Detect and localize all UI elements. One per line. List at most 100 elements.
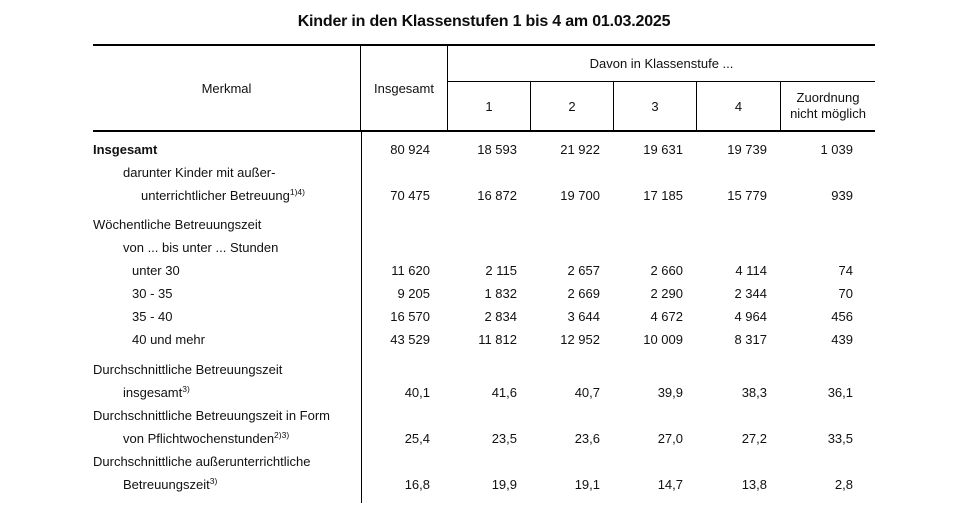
table-row-durchschnitt-pflichtwochenstunden: Durchschnittliche Betreuungszeit in Form… [93, 404, 875, 450]
cell-value: 16 570 [390, 309, 430, 324]
row-label: Wöchentliche Betreuungszeit von ... bis … [93, 213, 361, 259]
cell-value: 2 660 [650, 263, 683, 278]
table-row-unter-30: unter 30 11 620 2 115 2 657 2 660 4 114 … [93, 259, 875, 282]
cell-value: 16 872 [477, 188, 517, 203]
row-label-line: darunter Kinder mit außer- [123, 165, 276, 180]
row-label-line: Insgesamt [93, 142, 158, 157]
row-label: Insgesamt [93, 138, 361, 161]
column-header-class-2: 2 [530, 82, 613, 130]
table-body: Insgesamt 80 924 18 593 21 922 19 631 19… [93, 132, 875, 503]
cell-value: 19 700 [560, 188, 600, 203]
cell-value: 2,8 [834, 477, 853, 492]
cell-value: 456 [831, 309, 853, 324]
row-label-line: Betreuungszeit3) [123, 476, 218, 492]
row-label-line: 40 und mehr [132, 332, 205, 347]
row-label: Durchschnittliche Betreuungszeit in Form… [93, 404, 361, 450]
table-header: Merkmal Insgesamt Davon in Klassenstufe … [93, 44, 875, 132]
cell-value: 2 669 [567, 286, 600, 301]
cell-value: 8 317 [734, 332, 767, 347]
footnote-marker: 3) [182, 384, 190, 394]
cell-value: 80 924 [390, 142, 430, 157]
table-row-40-und-mehr: 40 und mehr 43 529 11 812 12 952 10 009 … [93, 328, 875, 351]
row-label: Durchschnittliche Betreuungszeit insgesa… [93, 358, 361, 404]
table-row-insgesamt: Insgesamt 80 924 18 593 21 922 19 631 19… [93, 138, 875, 161]
cell-value: 939 [831, 188, 853, 203]
cell-value: 70 475 [390, 188, 430, 203]
cell-value: 12 952 [560, 332, 600, 347]
row-label-line: 35 - 40 [132, 309, 173, 324]
footnote-marker: 1)4) [289, 187, 305, 197]
row-label-line: von ... bis unter ... Stunden [123, 240, 279, 255]
row-label-line: von Pflichtwochenstunden2)3) [123, 430, 290, 446]
cell-value: 13,8 [741, 477, 767, 492]
cell-value: 16,8 [404, 477, 430, 492]
cell-value: 41,6 [491, 385, 517, 400]
cell-value: 17 185 [643, 188, 683, 203]
row-label: darunter Kinder mit außer- unterrichtlic… [93, 161, 361, 207]
cell-value: 2 344 [734, 286, 767, 301]
cell-value: 4 114 [735, 263, 767, 278]
cell-value: 36,1 [827, 385, 853, 400]
cell-value: 40,1 [404, 385, 430, 400]
cell-value: 11 620 [391, 263, 430, 278]
cell-value: 19 739 [727, 142, 767, 157]
row-label-line: Durchschnittliche außerunterrichtliche [93, 454, 311, 469]
page-title: Kinder in den Klassenstufen 1 bis 4 am 0… [297, 13, 671, 30]
table-row-35-40: 35 - 40 16 570 2 834 3 644 4 672 4 964 4… [93, 305, 875, 328]
cell-value: 27,2 [741, 431, 767, 446]
table-row-30-35: 30 - 35 9 205 1 832 2 669 2 290 2 344 70 [93, 282, 875, 305]
row-label-line: insgesamt3) [123, 384, 190, 400]
cell-value: 25,4 [404, 431, 430, 446]
table-row-durchschnitt-insgesamt: Durchschnittliche Betreuungszeit insgesa… [93, 358, 875, 404]
cell-value: 2 115 [485, 263, 517, 278]
table-row-durchschnitt-ausserunterrichtlich: Durchschnittliche außerunterrichtliche B… [93, 450, 875, 496]
column-header-zuordnung: Zuordnung nicht möglich [780, 82, 875, 130]
statistics-table-page: Kinder in den Klassenstufen 1 bis 4 am 0… [93, 0, 875, 503]
cell-value: 19 631 [643, 142, 683, 157]
cell-value: 70 [838, 286, 853, 301]
row-label: 40 und mehr [93, 328, 361, 351]
cell-value: 4 672 [650, 309, 683, 324]
statistics-table: Merkmal Insgesamt Davon in Klassenstufe … [93, 44, 875, 503]
table-row-woechentliche-betreuungszeit-header: Wöchentliche Betreuungszeit von ... bis … [93, 213, 875, 259]
column-header-insgesamt: Insgesamt [361, 46, 448, 130]
table-row-darunter-betreuung: darunter Kinder mit außer- unterrichtlic… [93, 161, 875, 207]
cell-value: 38,3 [741, 385, 767, 400]
cell-value: 74 [838, 263, 853, 278]
cell-value: 15 779 [727, 188, 767, 203]
cell-value: 1 039 [820, 142, 853, 157]
row-label-line: Durchschnittliche Betreuungszeit in Form [93, 408, 330, 423]
cell-value: 19,9 [491, 477, 517, 492]
cell-value: 43 529 [390, 332, 430, 347]
cell-value: 10 009 [643, 332, 683, 347]
cell-value: 3 644 [567, 309, 600, 324]
row-label-line: 30 - 35 [132, 286, 173, 301]
cell-value: 1 832 [484, 286, 517, 301]
cell-value: 4 964 [734, 309, 767, 324]
row-label-line: unterrichtlicher Betreuung1)4) [141, 187, 305, 203]
column-header-class-1: 1 [485, 98, 493, 114]
cell-value: 27,0 [657, 431, 683, 446]
cell-value: 19,1 [574, 477, 600, 492]
cell-value: 39,9 [657, 385, 683, 400]
row-label-line: Durchschnittliche Betreuungszeit [93, 362, 283, 377]
column-header-class-3: 3 [613, 82, 696, 130]
column-group-header-davon: Davon in Klassenstufe ... [448, 46, 875, 82]
cell-value: 2 290 [650, 286, 683, 301]
footnote-marker: 3) [209, 476, 218, 486]
row-label: Durchschnittliche außerunterrichtliche B… [93, 450, 361, 496]
column-header-class-4: 4 [696, 82, 780, 130]
row-label-line: unter 30 [132, 263, 180, 278]
cell-value: 40,7 [574, 385, 600, 400]
cell-value: 14,7 [657, 477, 683, 492]
footnote-marker: 2)3) [274, 430, 290, 440]
cell-value: 11 812 [478, 332, 517, 347]
column-header-merkmal: Merkmal [93, 46, 361, 130]
cell-value: 439 [831, 332, 853, 347]
cell-value: 23,6 [574, 431, 600, 446]
cell-value: 21 922 [560, 142, 600, 157]
cell-value: 33,5 [827, 431, 853, 446]
row-label: 35 - 40 [93, 305, 361, 328]
cell-value: 2 657 [567, 263, 600, 278]
cell-value: 18 593 [477, 142, 517, 157]
